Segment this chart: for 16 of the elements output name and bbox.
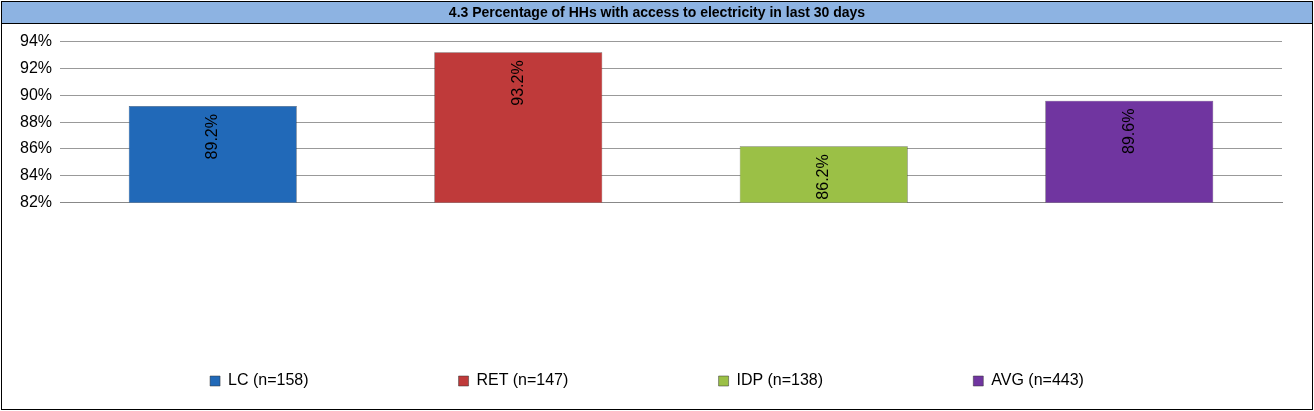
chart-title: 4.3 Percentage of HHs with access to electricity in last 30 days <box>2 2 1312 24</box>
legend-label: IDP (n=138) <box>736 371 824 389</box>
legend-label: AVG (n=443) <box>991 371 1084 389</box>
data-label: 86.2% <box>814 154 832 200</box>
y-tick-label: 86% <box>19 139 53 157</box>
data-label: 89.2% <box>203 114 221 160</box>
legend-label: RET (n=147) <box>476 371 569 389</box>
y-tick-label: 90% <box>19 85 53 103</box>
y-tick-label: 88% <box>19 112 53 130</box>
y-tick-label: 82% <box>19 193 53 211</box>
y-tick-label: 92% <box>19 58 53 76</box>
legend-label: LC (n=158) <box>228 371 309 389</box>
data-label: 93.2% <box>508 60 526 106</box>
data-label: 89.6% <box>1119 108 1137 155</box>
y-tick-label: 84% <box>19 166 53 184</box>
y-tick-label: 94% <box>19 32 53 50</box>
